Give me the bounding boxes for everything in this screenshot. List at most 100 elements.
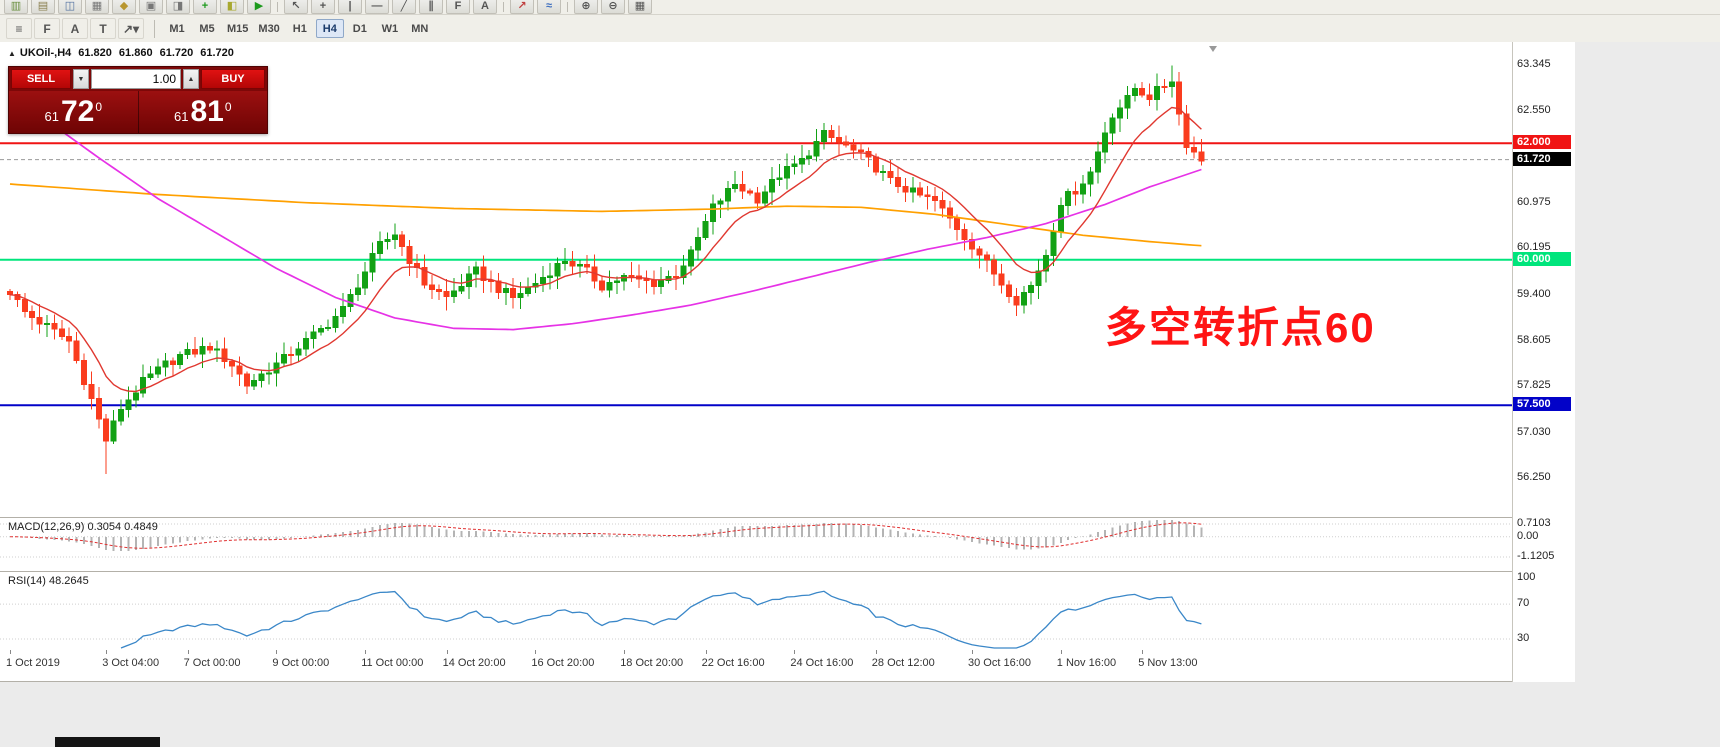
data-window-icon[interactable]: ▦ (85, 0, 109, 14)
profiles-icon[interactable]: ▤ (31, 0, 55, 14)
toolbar-separator (154, 19, 155, 38)
cursor-icon[interactable]: ↖ (284, 0, 308, 14)
price-line-tag: 57.500 (1513, 397, 1571, 412)
zoom-out-icon[interactable]: ⊖ (601, 0, 625, 14)
ohlc-low: 61.720 (159, 47, 194, 59)
time-axis-label: 22 Oct 16:00 (701, 657, 765, 669)
crosshair-icon[interactable]: + (311, 0, 335, 14)
indicators-icon[interactable]: ≈ (537, 0, 561, 14)
timeframe-button-w1[interactable]: W1 (376, 19, 404, 38)
timeframe-button-m1[interactable]: M1 (163, 19, 191, 38)
time-axis-label: 11 Oct 00:00 (361, 657, 424, 669)
workspace-background-bottom (0, 682, 1575, 747)
buy-button[interactable]: BUY (201, 69, 265, 89)
tile-windows-icon[interactable]: ▦ (628, 0, 652, 14)
sell-button[interactable]: SELL (11, 69, 71, 89)
text-tool-icon[interactable]: A (473, 0, 497, 14)
time-axis-label: 30 Oct 16:00 (968, 657, 1031, 669)
pane-divider[interactable] (0, 571, 1574, 572)
trendline-icon[interactable]: ╱ (392, 0, 416, 14)
buy-price-sup: 0 (224, 100, 232, 114)
macd-axis-tick: 0.7103 (1517, 517, 1551, 529)
volume-up-button[interactable]: ▲ (183, 69, 199, 89)
label-tool[interactable]: T (90, 18, 116, 39)
toolbar-separator (503, 2, 504, 12)
timeframe-button-h4[interactable]: H4 (315, 19, 344, 38)
time-axis-tick (276, 650, 278, 654)
ohlc-high: 61.860 (118, 47, 153, 59)
macd-indicator-pane[interactable] (0, 518, 1512, 571)
time-axis-tick (535, 650, 537, 654)
timeframe-button-mn[interactable]: MN (406, 19, 434, 38)
ohlc-close: 61.720 (200, 47, 234, 59)
price-axis-tick: 58.605 (1517, 333, 1551, 346)
time-axis-tick (365, 650, 367, 654)
timeframe-button-m5[interactable]: M5 (193, 19, 221, 38)
price-axis-tick: 56.250 (1517, 470, 1551, 483)
volume-input[interactable] (91, 69, 181, 89)
sell-price-display[interactable]: 61 72 0 (9, 91, 138, 133)
price-axis[interactable]: 63.345 62.550 60.975 60.195 59.400 58.605 57.8… (1512, 42, 1575, 682)
price-axis-tick: 57.030 (1517, 425, 1551, 438)
buy-price-display[interactable]: 61 81 0 (139, 91, 268, 133)
time-axis-tick (1060, 650, 1062, 654)
time-axis[interactable]: 1 Oct 2019 3 Oct 04:00 7 Oct 00:00 9 Oct 00… (0, 650, 1512, 681)
time-axis-label: 9 Oct 00:00 (272, 657, 330, 669)
terminal-icon[interactable]: ▣ (139, 0, 163, 14)
navigator-icon[interactable]: ◆ (112, 0, 136, 14)
time-axis-label: 1 Nov 16:00 (1056, 657, 1117, 669)
current-price-tag: 61.720 (1513, 151, 1571, 166)
chart-shift-marker (1209, 46, 1217, 52)
time-axis-label: 16 Oct 20:00 (531, 657, 595, 669)
metaeditor-icon[interactable]: ◧ (220, 0, 244, 14)
main-price-chart[interactable] (0, 42, 1512, 517)
horizontal-line-icon[interactable]: — (365, 0, 389, 14)
timeframe-button-m15[interactable]: M15 (223, 19, 252, 38)
market-watch-icon[interactable]: ◫ (58, 0, 82, 14)
rsi-indicator-pane[interactable] (0, 572, 1512, 650)
strategy-tester-icon[interactable]: ◨ (166, 0, 190, 14)
rsi-axis-tick: 30 (1517, 631, 1530, 644)
pane-divider[interactable] (0, 517, 1574, 518)
chart-ohlc-readout: ▲ UKOil-,H4 61.820 61.860 61.720 61.720 (8, 47, 241, 59)
price-axis-tick: 59.400 (1517, 287, 1551, 300)
time-axis-label: 24 Oct 16:00 (790, 657, 854, 669)
timeframe-button-m30[interactable]: M30 (254, 19, 283, 38)
workspace-background (1575, 42, 1720, 747)
equidistant-channel-icon[interactable]: ∥ (419, 0, 443, 14)
price-axis-tick: 62.550 (1517, 104, 1551, 117)
buy-price-big: 81 (190, 95, 224, 128)
price-axis-tick: 57.825 (1517, 379, 1551, 392)
one-click-expand-icon[interactable]: ▲ (8, 49, 16, 58)
chart-toolbar: ≡ F A T ↗▾ M1 M5 M15 M30 H1 H4 D1 W1 MN (0, 15, 1720, 43)
new-order-icon[interactable]: + (193, 0, 217, 14)
timeframe-button-h1[interactable]: H1 (286, 19, 314, 38)
rsi-axis-tick: 100 (1517, 571, 1536, 583)
candles-layer (7, 65, 1205, 474)
timeframe-toolbar: M1 M5 M15 M30 H1 H4 D1 W1 MN (163, 19, 436, 38)
fibonacci-retracement-icon[interactable]: F (446, 0, 470, 14)
time-axis-label: 7 Oct 00:00 (183, 657, 241, 669)
macd-indicator-label: MACD(12,26,9) 0.3054 0.4849 (8, 521, 158, 533)
autotrading-icon[interactable]: ▶ (247, 0, 271, 14)
time-axis-tick (187, 650, 189, 654)
fibonacci-tool[interactable]: F (34, 18, 60, 39)
sell-price-big: 72 (60, 95, 95, 128)
chart-window[interactable]: 63.345 62.550 60.975 60.195 59.400 58.605 57.8… (0, 42, 1575, 682)
time-axis-label: 1 Oct 2019 (6, 657, 60, 669)
volume-down-button[interactable]: ▼ (73, 69, 89, 89)
equidistant-channel-tool[interactable]: ≡ (6, 18, 32, 39)
zoom-in-icon[interactable]: ⊕ (574, 0, 598, 14)
rsi-axis-tick: 70 (1517, 597, 1530, 610)
price-axis-tick: 63.345 (1517, 58, 1551, 70)
timeframe-button-d1[interactable]: D1 (346, 19, 374, 38)
arrows-icon[interactable]: ↗ (510, 0, 534, 14)
trade-panel-divider (137, 91, 139, 133)
chart-text-annotation: 多空转折点60 (1105, 304, 1376, 351)
new-chart-icon[interactable]: ▥ (4, 0, 28, 14)
shapes-dropdown-tool[interactable]: ↗▾ (118, 18, 144, 39)
text-tool[interactable]: A (62, 18, 88, 39)
vertical-line-icon[interactable]: | (338, 0, 362, 14)
